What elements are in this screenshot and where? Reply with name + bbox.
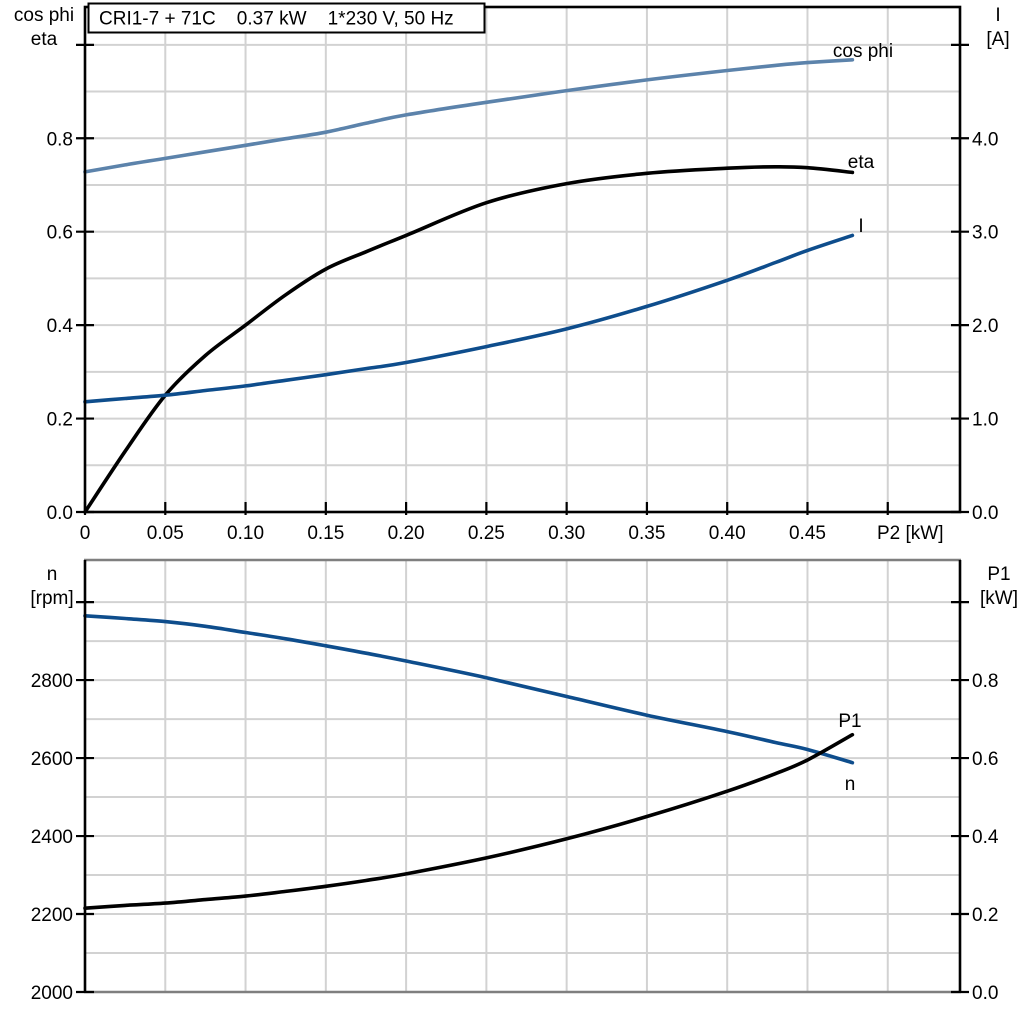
tick-label-left: 0.2: [47, 410, 73, 431]
curve-label-cos-phi: cos phi: [833, 41, 893, 62]
tick-label-left: 0.4: [47, 316, 74, 337]
tick-label-left: 2800: [31, 671, 73, 692]
tick-label-right: 0.0: [972, 503, 998, 524]
tick-label-left: 2600: [31, 749, 73, 770]
right-axis-title-line: [A]: [986, 29, 1009, 50]
left-axis-title-line: [rpm]: [30, 588, 73, 609]
tick-label-left: 0.0: [47, 503, 73, 524]
right-axis-title-line: [kW]: [980, 588, 1018, 609]
right-axis-title-line: I: [995, 5, 1000, 26]
tick-label-left: 0.8: [47, 129, 73, 150]
tick-label-x: 0.35: [628, 523, 665, 544]
curve-cos-phi: [83, 58, 855, 174]
tick-label-right: 4.0: [972, 129, 998, 150]
tick-label-x: 0.40: [709, 523, 746, 544]
curve-label-eta: eta: [848, 152, 875, 173]
curve-label-i: I: [858, 216, 863, 237]
tick-label-right: 0.2: [972, 905, 998, 926]
panel-top: cos phi eta I 0.0 0.2 0.4 0.6 0.8 0.0 1.0 2.0 3.0 4.…: [14, 2, 1010, 544]
curve-p1: [83, 732, 855, 910]
plot-frame: [83, 5, 962, 514]
tick-label-right: 3.0: [972, 223, 998, 244]
curve-n: [83, 614, 855, 765]
curve-eta: [83, 164, 855, 514]
tick-label-left: 2000: [31, 983, 73, 1004]
tick-label-left: 2400: [31, 827, 73, 848]
tick-label-x: 0.10: [227, 523, 264, 544]
tick-label-right: 0.8: [972, 671, 998, 692]
tick-label-right: 0.4: [972, 827, 999, 848]
curve-label-n: n: [845, 774, 856, 795]
tick-label-right: 0.0: [972, 983, 998, 1004]
tick-label-right: 2.0: [972, 316, 998, 337]
tick-label-right: 1.0: [972, 410, 998, 431]
curve-i: [83, 233, 855, 404]
right-axis-title-line: P1: [987, 564, 1010, 585]
tick-label-x: 0.30: [548, 523, 585, 544]
tick-label-x: 0.05: [147, 523, 184, 544]
curve-label-p1: P1: [838, 711, 861, 732]
tick-label-right: 0.6: [972, 749, 998, 770]
left-axis-title-line: cos phi: [14, 5, 74, 26]
tick-label-left: 0.6: [47, 223, 73, 244]
x-axis-title: P2 [kW]: [877, 523, 944, 544]
chart-title: CRI1-7 + 71C 0.37 kW 1*230 V, 50 Hz: [99, 9, 454, 30]
title-box: [87, 2, 486, 34]
tick-label-x: 0: [80, 523, 91, 544]
tick-label-left: 2200: [31, 905, 73, 926]
tick-label-x: 0.20: [388, 523, 425, 544]
left-axis-title-line: eta: [31, 29, 58, 50]
tick-label-x: 0.45: [789, 523, 826, 544]
left-axis-title-line: n: [47, 564, 58, 585]
panel-bottom: n P1 2000 2200 2400 2600 2800 0.0 0.2 0.4 0.6 0.8 n […: [30, 558, 1018, 1004]
tick-label-x: 0.25: [468, 523, 505, 544]
tick-label-x: 0.15: [307, 523, 344, 544]
